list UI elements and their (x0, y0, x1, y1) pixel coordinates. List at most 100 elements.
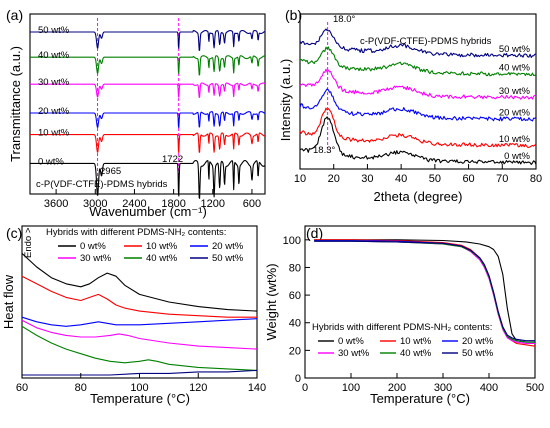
panel-b-xtick-3: 40 (395, 173, 407, 185)
panel-c-curves (21, 252, 258, 376)
panel-c-label: (c) (6, 225, 22, 241)
panel-b-peak-top-label: 18.0° (333, 14, 355, 25)
panel-c-xlabel: Temperature (°C) (90, 391, 190, 406)
panel-d-ytick-4: 80 (289, 262, 301, 274)
panel-b-series-label-4: 40 wt% (499, 63, 531, 74)
panel-c-series-1 (21, 275, 257, 318)
panel-a-xtick-1: 3000 (83, 198, 107, 210)
panel-b-xtick-1: 20 (328, 173, 340, 185)
panel-c-ylabel: Heat flow (1, 274, 16, 329)
panel-d-xtick-1: 100 (342, 382, 360, 394)
panel-a-xtick-0: 3600 (44, 198, 68, 210)
panel-d-legend-label-1: 10 wt% (400, 336, 432, 347)
panel-c-legend-label-3: 30 wt% (80, 253, 112, 264)
panel-a-series-0 (29, 159, 266, 199)
panel-b-series-1 (299, 107, 537, 148)
panel-b-series-4 (299, 46, 537, 77)
panel-c-series-0 (21, 252, 258, 312)
panel-c-legend-label-4: 40 wt% (146, 253, 178, 264)
panel-b-title: c-P(VDF-CTFE)-PDMS hybrids (360, 36, 492, 47)
panel-d-frame (304, 225, 536, 379)
panel-d-ylabel: Weight (wt%) (264, 263, 279, 340)
panel-b-series-labels: 0 wt% 10 wt% 20 wt% 30 wt% 40 wt% 50 wt% (499, 44, 531, 162)
panel-a-frame (29, 13, 266, 195)
panel-b-xtick-2: 30 (361, 173, 373, 185)
panel-d-legend: 0 wt% 10 wt% 20 wt% 30 wt% 40 wt% 50 wt% (318, 336, 494, 359)
panel-c-xtick-4: 140 (248, 382, 266, 394)
panel-c-legend-title: Hybrids with different PDMS-NH₂ contents… (46, 227, 226, 238)
panel-d-xtick-0: 0 (302, 382, 308, 394)
panel-c-series-3 (21, 319, 258, 350)
panel-c-legend-label-0: 0 wt% (80, 241, 106, 252)
panel-b-xtick-4: 50 (429, 173, 441, 185)
panel-b-xtick-5: 60 (462, 173, 474, 185)
panel-b-xtick-7: 80 (530, 173, 542, 185)
panel-d-ytick-3: 60 (289, 290, 301, 302)
panel-d-xtick-4: 400 (480, 382, 498, 394)
panel-c-endo-label: Endo > (23, 227, 34, 258)
panel-d-curves (314, 239, 536, 347)
panel-b-xlabel: 2theta (degree) (374, 189, 463, 204)
panel-b-series-label-0: 0 wt% (504, 151, 530, 162)
panel-a-sample-label: c-P(VDF-CTFE)-PDMS hybrids (36, 179, 168, 190)
panel-d-xlabel: Temperature (°C) (370, 391, 470, 406)
panel-b-xtick-0: 10 (294, 173, 306, 185)
panel-b-series-label-3: 30 wt% (499, 86, 531, 97)
panel-c-xtick-1: 80 (75, 382, 87, 394)
panel-c-xtick-2: 100 (130, 382, 148, 394)
panel-b-peak-bottom-label: 18.3° (313, 145, 335, 156)
panel-c-legend-label-1: 10 wt% (146, 241, 178, 252)
panel-b-series-label-1: 10 wt% (499, 134, 531, 145)
panel-a-series-label-0: 0 wt% (38, 156, 64, 167)
panel-c-legend: 0 wt% 10 wt% 20 wt% 30 wt% 40 wt% 50 wt% (58, 241, 244, 264)
panel-b-series-label-2: 20 wt% (499, 108, 531, 119)
panel-d-ytick-5: 100 (283, 235, 301, 247)
panel-a-series-1 (29, 132, 266, 154)
panel-b-label: (b) (285, 7, 302, 23)
panel-c-dsc: (c) 60 80 100 120 140 Endo > Hybrids with di… (1, 225, 266, 406)
panel-c-x-ticks: 60 80 100 120 140 (16, 373, 266, 394)
panel-b-series-3 (299, 68, 537, 100)
panel-a-series-labels: 0 wt% 10 wt% 20 wt% 30 wt% 40 wt% 50 wt% (38, 25, 70, 167)
panel-d-xtick-3: 300 (434, 382, 452, 394)
panel-d-xtick-2: 200 (388, 382, 406, 394)
panel-d-legend-label-0: 0 wt% (338, 336, 364, 347)
panel-c-legend-label-2: 20 wt% (212, 241, 244, 252)
panel-a-series-5 (29, 30, 266, 51)
panel-a-x-ticks: 3600 3000 2400 1800 1200 600 (44, 189, 261, 210)
panel-b-xrd: (b) 10 20 30 40 50 60 70 80 0 wt% 10 wt% 20 wt% 30… (278, 7, 542, 204)
panel-a-series-label-2: 20 wt% (38, 106, 70, 117)
panel-a-series-label-4: 40 wt% (38, 50, 70, 61)
panel-b-series-label-5: 50 wt% (499, 44, 531, 55)
panel-b-xtick-6: 70 (496, 173, 508, 185)
panel-a-xtick-4: 1200 (201, 198, 225, 210)
panel-d-legend-label-5: 50 wt% (462, 348, 494, 359)
panel-c-legend-label-5: 50 wt% (212, 253, 244, 264)
panel-d-tga: (d) 0 100 200 300 400 500 0 20 40 60 80 100 Hybrids… (264, 225, 544, 406)
panel-d-legend-label-3: 30 wt% (338, 348, 370, 359)
panel-a-series-2 (29, 111, 266, 129)
panel-a-xlabel: Wavenumber (cm⁻¹) (89, 204, 207, 219)
panel-c-xtick-3: 120 (189, 382, 207, 394)
panel-d-legend-label-2: 20 wt% (462, 336, 494, 347)
panel-b-series-2 (299, 88, 537, 122)
panel-d-ticks: 0 100 200 300 400 500 0 20 40 60 80 100 (283, 235, 545, 394)
panel-c-series-4 (21, 325, 258, 371)
panel-a-series-label-1: 10 wt% (38, 128, 70, 139)
panel-d-legend-title: Hybrids with different PDMS-NH₂ contents… (312, 322, 492, 333)
panel-b-series-0 (299, 116, 537, 165)
panel-d-ytick-0: 0 (295, 373, 301, 385)
panel-a-series-label-3: 30 wt% (38, 77, 70, 88)
panel-c-series-2 (21, 316, 258, 327)
panel-d-ytick-1: 20 (289, 345, 301, 357)
panel-d-ytick-2: 40 (289, 318, 301, 330)
panel-b-frame (299, 13, 537, 170)
panel-d-legend-label-4: 40 wt% (400, 348, 432, 359)
panel-a-series-3 (29, 82, 266, 98)
panel-b-ylabel: Intensity (a.u.) (278, 59, 293, 141)
panel-a-peak2-label: 1722 (162, 154, 183, 165)
panel-d-label: (d) (306, 225, 323, 241)
panel-a-peak1-label: 2965 (100, 166, 121, 177)
panel-a-ylabel: Transmittance (a.u.) (8, 46, 23, 162)
